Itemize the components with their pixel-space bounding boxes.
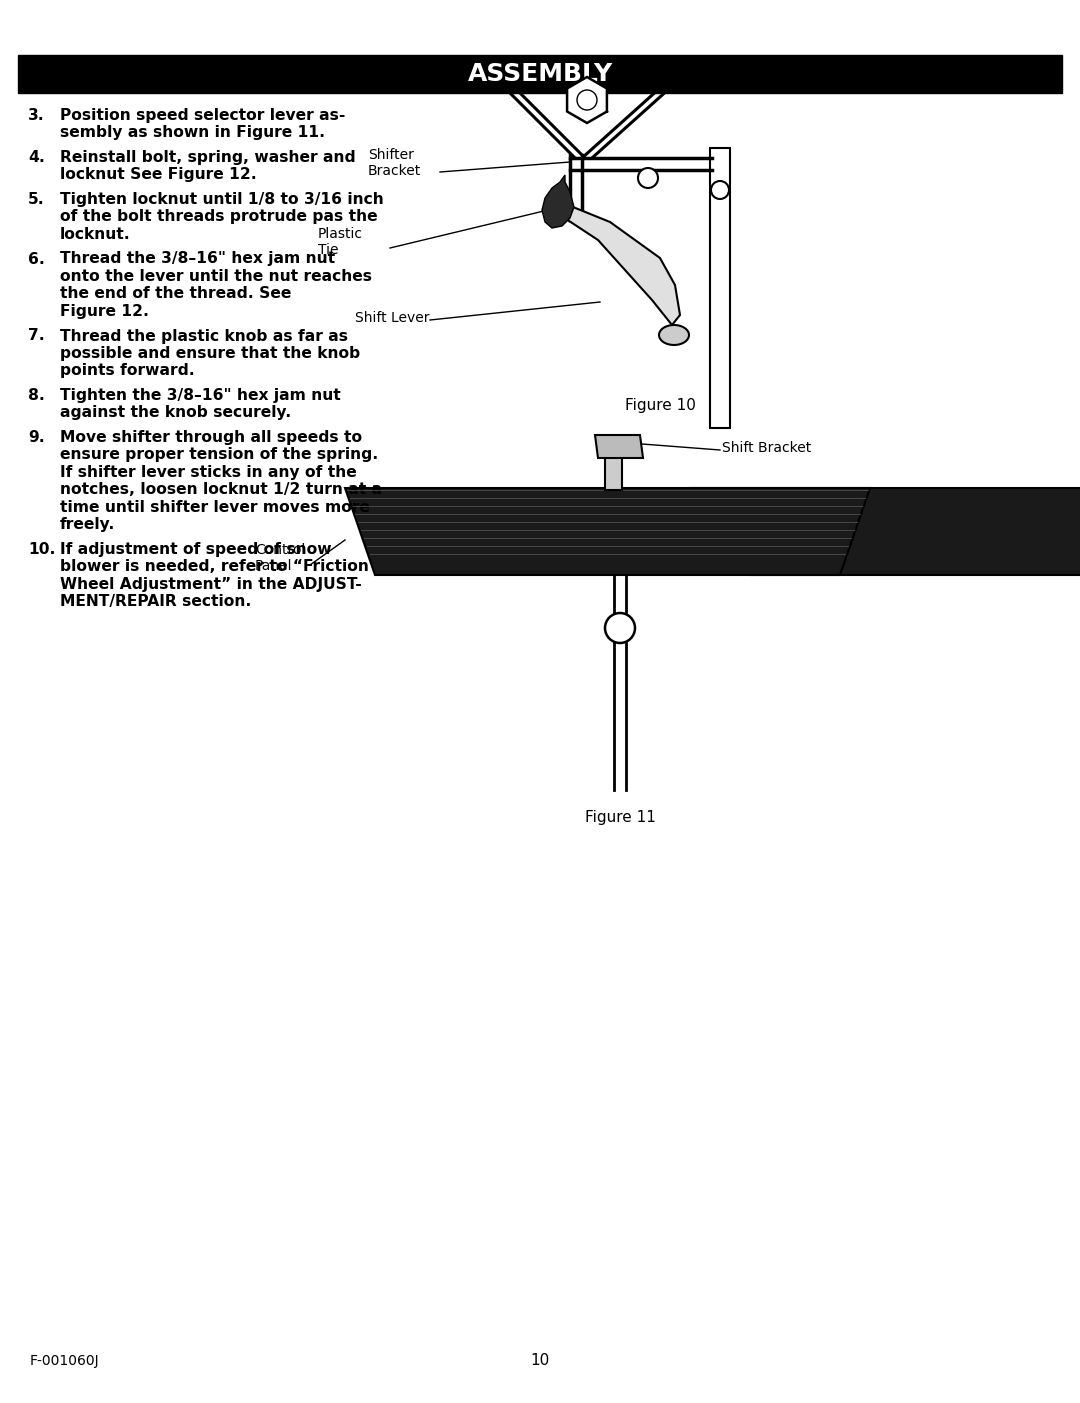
Text: 10: 10 [530,1352,550,1368]
Polygon shape [345,488,870,575]
Circle shape [605,613,635,643]
Text: Shift Bracket: Shift Bracket [723,441,811,455]
Polygon shape [690,488,1080,575]
Text: If adjustment of speed of snow
blower is needed, refer to “Friction
Wheel Adjust: If adjustment of speed of snow blower is… [60,542,369,609]
Text: Control
Panel: Control Panel [255,543,306,572]
Text: Position speed selector lever as-
sembly as shown in Figure 11.: Position speed selector lever as- sembly… [60,108,346,140]
Ellipse shape [659,325,689,345]
Text: 6.: 6. [28,251,45,267]
Text: ASSEMBLY: ASSEMBLY [468,62,612,86]
Text: Shift Lever: Shift Lever [355,311,430,325]
Circle shape [638,168,658,188]
Polygon shape [555,202,680,325]
Circle shape [577,90,597,109]
Text: Tighten the 3/8–16" hex jam nut
against the knob securely.: Tighten the 3/8–16" hex jam nut against … [60,389,341,421]
Text: Tighten locknut until 1/8 to 3/16 inch
of the bolt threads protrude pas the
lock: Tighten locknut until 1/8 to 3/16 inch o… [60,192,383,241]
Text: 5.: 5. [28,192,44,208]
Text: Figure 11: Figure 11 [584,810,656,825]
Polygon shape [542,175,573,229]
Text: Shifter
Bracket: Shifter Bracket [368,147,421,178]
Text: 10.: 10. [28,542,55,557]
Text: 7.: 7. [28,328,44,344]
Text: 4.: 4. [28,150,45,166]
Text: Figure 10: Figure 10 [624,398,696,412]
Text: Thread the plastic knob as far as
possible and ensure that the knob
points forwa: Thread the plastic knob as far as possib… [60,328,361,379]
Text: Plastic
Tie: Plastic Tie [318,227,363,257]
Circle shape [711,181,729,199]
Text: 8.: 8. [28,389,45,403]
Text: Move shifter through all speeds to
ensure proper tension of the spring.
If shift: Move shifter through all speeds to ensur… [60,429,382,532]
Text: 3.: 3. [28,108,44,123]
Polygon shape [567,77,607,123]
Text: Reinstall bolt, spring, washer and
locknut See Figure 12.: Reinstall bolt, spring, washer and lockn… [60,150,355,182]
Bar [710,147,730,428]
Polygon shape [595,435,643,457]
Text: Thread the 3/8–16" hex jam nut
onto the lever until the nut reaches
the end of t: Thread the 3/8–16" hex jam nut onto the … [60,251,372,318]
Bar [18,55,1062,93]
Text: 9.: 9. [28,429,44,445]
Polygon shape [605,455,622,490]
Text: F-001060J: F-001060J [30,1354,99,1368]
